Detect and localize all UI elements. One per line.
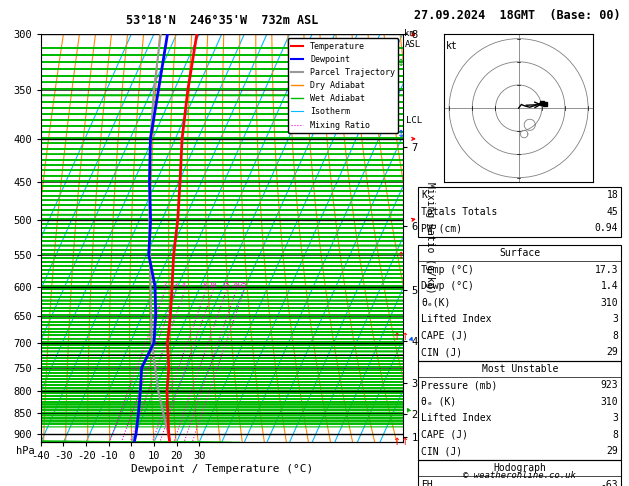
Text: EH: EH — [421, 480, 433, 486]
Text: Dewp (°C): Dewp (°C) — [421, 281, 474, 291]
Text: ↑: ↑ — [398, 251, 405, 261]
Text: CAPE (J): CAPE (J) — [421, 430, 469, 440]
Text: 29: 29 — [606, 447, 618, 456]
Text: 3: 3 — [613, 414, 618, 423]
Text: Lifted Index: Lifted Index — [421, 414, 492, 423]
Text: Surface: Surface — [499, 248, 540, 258]
Text: CIN (J): CIN (J) — [421, 447, 462, 456]
Text: 8: 8 — [613, 331, 618, 341]
Text: Most Unstable: Most Unstable — [482, 364, 558, 374]
Text: LCL: LCL — [406, 116, 422, 125]
Text: PW (cm): PW (cm) — [421, 224, 462, 233]
Text: Pressure (mb): Pressure (mb) — [421, 381, 498, 390]
Text: ↑↑: ↑↑ — [393, 332, 409, 343]
Text: ↕: ↕ — [398, 129, 405, 139]
Legend: Temperature, Dewpoint, Parcel Trajectory, Dry Adiabat, Wet Adiabat, Isotherm, Mi: Temperature, Dewpoint, Parcel Trajectory… — [287, 38, 398, 133]
Text: θₑ(K): θₑ(K) — [421, 298, 451, 308]
Text: θₑ (K): θₑ (K) — [421, 397, 457, 407]
Text: 15: 15 — [221, 282, 230, 289]
Text: 310: 310 — [601, 397, 618, 407]
Text: 29: 29 — [606, 347, 618, 357]
Text: 17.3: 17.3 — [595, 265, 618, 275]
Text: -63: -63 — [601, 480, 618, 486]
Text: Lifted Index: Lifted Index — [421, 314, 492, 324]
Text: 3: 3 — [174, 282, 178, 289]
Text: 53°18'N  246°35'W  732m ASL: 53°18'N 246°35'W 732m ASL — [126, 14, 318, 27]
Text: 25: 25 — [239, 282, 247, 289]
Text: 8: 8 — [203, 282, 207, 289]
Text: ↕: ↕ — [398, 58, 405, 68]
Text: hPa: hPa — [16, 446, 35, 456]
Text: 310: 310 — [601, 298, 618, 308]
Text: 0.94: 0.94 — [595, 224, 618, 233]
Text: 20: 20 — [231, 282, 240, 289]
Text: 45: 45 — [606, 207, 618, 217]
Text: km
ASL: km ASL — [404, 29, 421, 49]
Text: 27.09.2024  18GMT  (Base: 00): 27.09.2024 18GMT (Base: 00) — [414, 9, 621, 22]
Text: 10: 10 — [208, 282, 216, 289]
Text: CIN (J): CIN (J) — [421, 347, 462, 357]
Text: Hodograph: Hodograph — [493, 463, 547, 473]
Text: 923: 923 — [601, 381, 618, 390]
Y-axis label: Mixing Ratio (g/kg): Mixing Ratio (g/kg) — [425, 182, 435, 294]
Text: Temp (°C): Temp (°C) — [421, 265, 474, 275]
Text: 3: 3 — [613, 314, 618, 324]
X-axis label: Dewpoint / Temperature (°C): Dewpoint / Temperature (°C) — [131, 464, 313, 474]
Text: 1.4: 1.4 — [601, 281, 618, 291]
Text: 18: 18 — [606, 191, 618, 200]
Text: Totals Totals: Totals Totals — [421, 207, 498, 217]
Text: 2: 2 — [162, 282, 167, 289]
Text: 4: 4 — [182, 282, 186, 289]
Text: ↑↑: ↑↑ — [393, 437, 409, 447]
Text: K: K — [421, 191, 427, 200]
Text: 8: 8 — [613, 430, 618, 440]
Text: © weatheronline.co.uk: © weatheronline.co.uk — [464, 471, 576, 480]
Text: CAPE (J): CAPE (J) — [421, 331, 469, 341]
Text: kt: kt — [447, 41, 458, 52]
